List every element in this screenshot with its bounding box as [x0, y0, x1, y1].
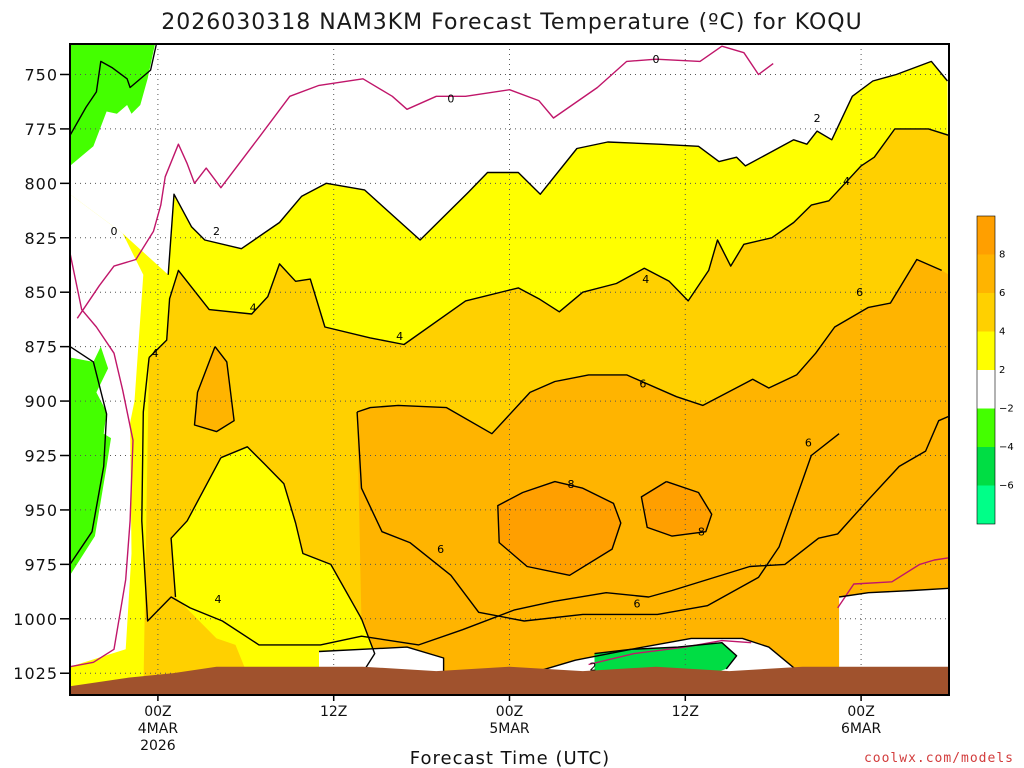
y-tick-label-900: 900: [24, 392, 58, 411]
contour-label-0: 0: [653, 53, 660, 66]
contour-label-15: 6: [437, 543, 444, 556]
y-tick-label-825: 825: [24, 229, 58, 248]
source-credit: coolwx.com/models: [864, 751, 1014, 766]
isotherm-line-7: [148, 128, 949, 358]
y-tick-label-950: 950: [24, 501, 58, 520]
x-tick-label-30-1: 5MAR: [489, 721, 530, 737]
isotherm-line-16: [531, 637, 796, 674]
colorbar-label-2: 4: [999, 327, 1005, 338]
isotherm-line-4: [70, 44, 158, 136]
y-axis-pressure: 750 775 800 825 850 875 900 925 950 975 1000 1025: [13, 65, 70, 683]
colorbar-bin-6: [977, 447, 995, 486]
isotherm-layer: [70, 44, 949, 689]
x-tick-label-30-0: 00Z: [496, 704, 523, 720]
x-tick-label-54-1: 6MAR: [841, 721, 882, 737]
isotherm-line-11: [497, 480, 622, 576]
y-tick-label-875: 875: [24, 338, 58, 357]
isotherm-line-13: [193, 346, 235, 433]
contour-label-11: 4: [214, 593, 221, 606]
chart-title: 2026030318 NAM3KM Forecast Temperature (…: [161, 10, 862, 35]
contour-label-3: 2: [814, 112, 821, 125]
isotherm-line-8: [141, 357, 949, 646]
y-tick-label-1000: 1000: [13, 610, 58, 629]
isotherm-line-18: [838, 587, 949, 598]
isotherm-line-14: [220, 446, 376, 689]
colorbar-label-3: 2: [999, 365, 1005, 376]
isotherm-line-19: [594, 642, 738, 670]
colorbar-bin-0: [977, 216, 995, 255]
colorbar-frame: [976, 215, 996, 525]
temperature-fill-layer: [70, 44, 949, 695]
contour-label-1: 0: [447, 92, 454, 105]
colorbar-legend: 8 6 4 2 −2 −4 −6: [976, 215, 1014, 525]
y-tick-label-1025: 1025: [13, 664, 58, 683]
isotherm-line-9: [356, 258, 942, 435]
temperature-region-3: [171, 446, 375, 689]
colorbar-bin-4: [977, 370, 995, 409]
x-axis-title: Forecast Time (UTC): [410, 748, 610, 768]
colorbar-bin-1: [977, 254, 995, 293]
x-tick-label-42-0: 12Z: [672, 704, 699, 720]
colorbar-label-6: −6: [999, 481, 1014, 492]
colorbar-label-5: −4: [999, 442, 1014, 453]
x-tick-label-6-2: 2026: [140, 738, 176, 754]
contour-label-17: 8: [568, 478, 575, 491]
isotherm-line-1: [70, 252, 134, 668]
y-tick-label-925: 925: [24, 447, 58, 466]
y-tick-label-975: 975: [24, 555, 58, 574]
isotherm-line-12: [640, 480, 713, 537]
contour-label-5: 2: [590, 661, 597, 674]
isotherm-line-6: [167, 60, 949, 275]
plot-area: 0 0 0 2 2 2 4 4 4 4 4 4 6 6 6 6 6 8 8: [70, 44, 949, 695]
contour-label-8: 4: [250, 301, 257, 314]
colorbar-label-1: 6: [999, 288, 1005, 299]
isotherm-line-3: [588, 639, 752, 666]
contour-label-6: 4: [843, 175, 850, 188]
contour-label-layer: 0 0 0 2 2 2 4 4 4 4 4 4 6 6 6 6 6 8 8: [110, 53, 863, 673]
colorbar-label-4: −2: [999, 404, 1014, 415]
isotherm-line-5: [70, 346, 108, 565]
contour-label-13: 6: [639, 378, 646, 391]
contour-label-4: 2: [213, 225, 220, 238]
colorbar-bin-2: [977, 293, 995, 332]
isotherm-line-15: [170, 457, 222, 598]
contour-label-7: 4: [642, 273, 649, 286]
contour-label-10: 4: [151, 347, 158, 360]
gridlines: [70, 44, 949, 695]
terrain-surface: [70, 666, 949, 695]
contour-label-14: 6: [805, 436, 812, 449]
contour-label-9: 4: [396, 330, 403, 343]
contour-label-18: 8: [698, 526, 705, 539]
isotherm-line-0: [76, 45, 774, 319]
isotherm-line-2: [837, 557, 949, 609]
temperature-region-6: [641, 481, 712, 537]
y-tick-label-850: 850: [24, 283, 58, 302]
temperature-region-2: [357, 259, 949, 695]
contour-label-12: 6: [856, 286, 863, 299]
x-tick-label-6-1: 4MAR: [138, 721, 179, 737]
y-tick-label-800: 800: [24, 174, 58, 193]
colorbar-bin-3: [977, 331, 995, 370]
temperature-region-12: [70, 346, 111, 576]
temperature-region-4: [194, 346, 235, 432]
colorbar-bin-5: [977, 408, 995, 447]
temperature-region-10: [70, 194, 144, 667]
y-tick-label-750: 750: [24, 65, 58, 84]
x-tick-label-6-0: 00Z: [144, 704, 171, 720]
temperature-region-11: [70, 44, 155, 166]
colorbar-bin-7: [977, 485, 995, 524]
contour-label-2: 0: [110, 225, 117, 238]
x-tick-label-18-0: 12Z: [320, 704, 347, 720]
isotherm-line-10: [356, 411, 840, 622]
contour-label-16: 6: [633, 598, 640, 611]
x-tick-label-54-0: 00Z: [847, 704, 874, 720]
temperature-region-13: [594, 642, 737, 676]
colorbar-label-0: 8: [999, 250, 1005, 261]
temperature-region-5: [497, 481, 621, 576]
y-tick-label-775: 775: [24, 120, 58, 139]
